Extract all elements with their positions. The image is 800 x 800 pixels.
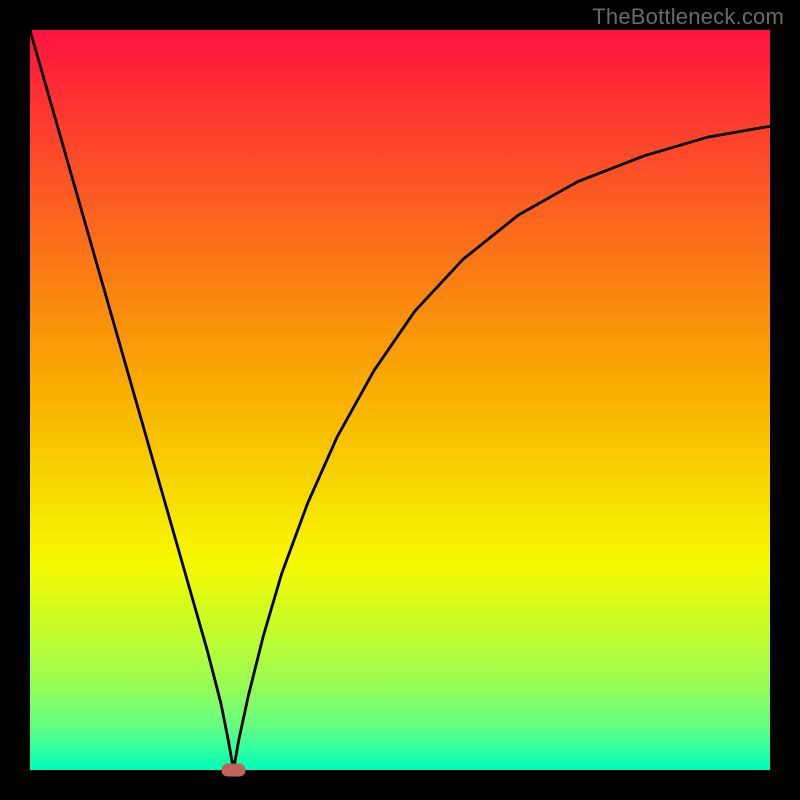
bottleneck-chart [0, 0, 800, 800]
plot-background [30, 30, 770, 770]
minimum-marker [222, 764, 246, 777]
chart-container: TheBottleneck.com [0, 0, 800, 800]
watermark-text: TheBottleneck.com [592, 4, 784, 30]
